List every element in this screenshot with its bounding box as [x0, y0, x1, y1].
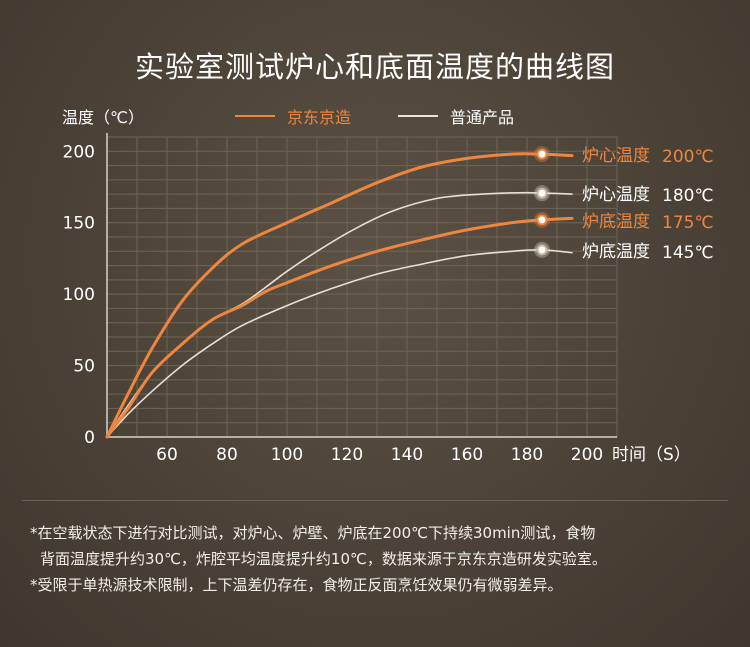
chart-grid: [107, 136, 618, 437]
chart-title: 实验室测试炉心和底面温度的曲线图: [134, 50, 615, 84]
series-line-generic-core: [106, 191, 573, 438]
chart-series: [105, 152, 574, 439]
divider: [22, 500, 728, 501]
x-tick-label: 160: [451, 445, 483, 465]
chart-axes: 60 80 100 120 140 160 180 200 0 50 100 150 200: [63, 133, 617, 465]
x-tick-label: 140: [391, 445, 423, 465]
legend-item-jd: 京东京造: [235, 104, 351, 128]
series-value-label: 180℃: [662, 186, 714, 206]
y-tick-label: 50: [73, 357, 95, 377]
legend-swatch-jd: [235, 115, 275, 117]
legend-label-generic: 普通产品: [450, 108, 515, 127]
x-tick-label: 180: [511, 445, 543, 465]
legend-label-jd: 京东京造: [287, 108, 352, 127]
series-label: 炉心温度: [582, 146, 650, 166]
x-tick-label: 200: [571, 445, 603, 465]
legend-swatch-generic: [398, 115, 438, 117]
x-tick-label: 60: [156, 445, 178, 465]
temperature-line-chart: 60 80 100 120 140 160 180 200 0 50 100 150 200 炉心温度 2…: [63, 133, 714, 465]
series-value-label: 145℃: [662, 243, 714, 263]
series-value-label: 200℃: [662, 147, 714, 167]
x-tick-label: 120: [331, 445, 363, 465]
footnote: *在空载状态下进行对比测试，对炉心、炉壁、炉底在200℃下持续30min测试，食…: [30, 520, 730, 598]
chart-series-labels: 炉心温度 200℃ 炉心温度 180℃ 炉底温度 175℃ 炉底温度 145℃: [534, 146, 714, 263]
series-marker: [536, 244, 548, 256]
x-tick-label: 80: [216, 445, 238, 465]
y-tick-label: 0: [84, 428, 95, 448]
x-tick-label: 100: [271, 445, 303, 465]
y-tick-label: 200: [63, 142, 95, 162]
footnote-line-2: 背面温度提升约30℃，炸腔平均温度提升约10℃，数据来源于京东京造研发实验室。: [40, 550, 607, 568]
series-line-jd-core: [105, 152, 574, 439]
series-value-label: 175℃: [662, 213, 714, 233]
series-marker: [536, 148, 548, 160]
footnote-line-1: *在空载状态下进行对比测试，对炉心、炉壁、炉底在200℃下持续30min测试，食…: [30, 524, 596, 542]
series-marker: [536, 187, 548, 199]
series-marker: [536, 214, 548, 226]
y-tick-label: 100: [63, 285, 95, 305]
x-axis-label: 时间（S）: [612, 445, 691, 465]
y-axis-label: 温度（℃）: [62, 108, 144, 127]
series-label: 炉心温度: [582, 185, 650, 205]
y-tick-label: 150: [63, 214, 95, 234]
legend-item-generic: 普通产品: [398, 104, 514, 128]
series-label: 炉底温度: [582, 242, 650, 262]
series-line-generic-bottom: [106, 249, 573, 438]
series-line-jd-bottom: [105, 216, 574, 439]
series-label: 炉底温度: [582, 212, 650, 232]
footnote-line-3: *受限于单热源技术限制，上下温差仍存在，食物正反面烹饪效果仍有微弱差异。: [30, 576, 563, 594]
